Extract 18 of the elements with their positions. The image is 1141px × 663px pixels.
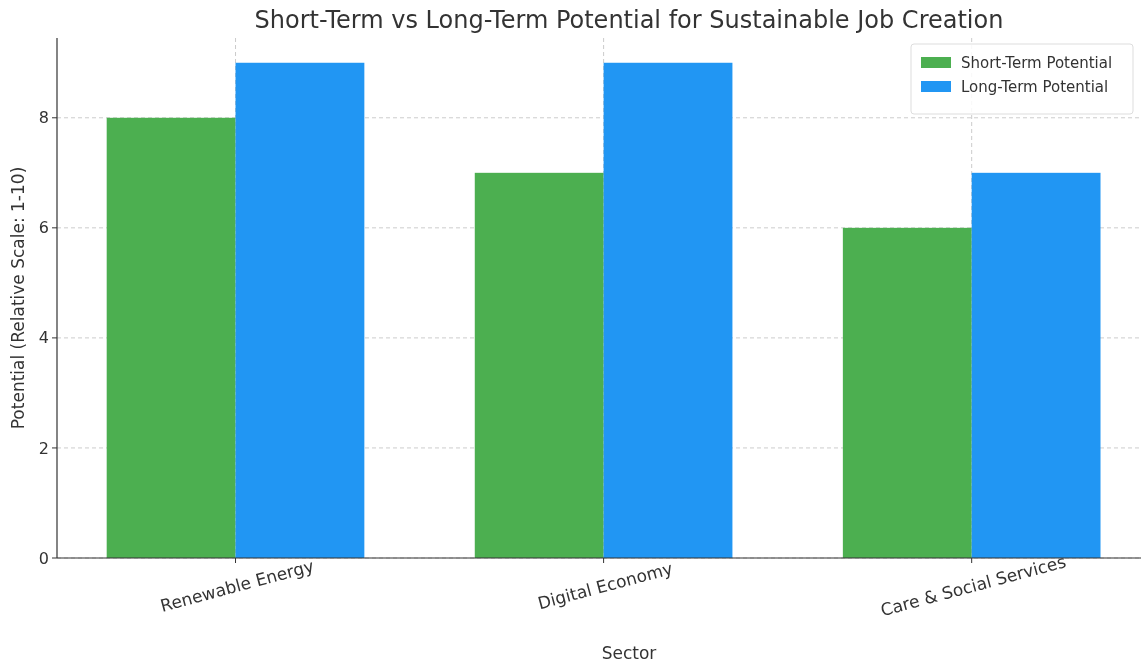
- y-axis-title: Potential (Relative Scale: 1-10): [8, 166, 28, 430]
- y-tick-label: 2: [38, 438, 49, 458]
- y-tick-label: 4: [38, 328, 49, 348]
- bar: [971, 172, 1101, 558]
- bar: [106, 117, 236, 558]
- chart-title: Short-Term vs Long-Term Potential for Sustainable Job Creation: [254, 6, 1004, 34]
- legend-label: Long-Term Potential: [961, 78, 1109, 97]
- x-tick-label: Care & Social Services: [878, 551, 1069, 621]
- bar: [474, 172, 604, 558]
- y-tick-label: 6: [38, 218, 49, 238]
- y-tick-label: 0: [38, 548, 49, 568]
- x-axis-title: Sector: [601, 643, 657, 663]
- bar: [842, 227, 972, 558]
- bar: [235, 62, 365, 558]
- bar: [603, 62, 733, 558]
- y-tick-label: 8: [38, 108, 49, 128]
- x-tick-label: Digital Economy: [535, 558, 675, 614]
- legend-label: Short-Term Potential: [961, 54, 1113, 73]
